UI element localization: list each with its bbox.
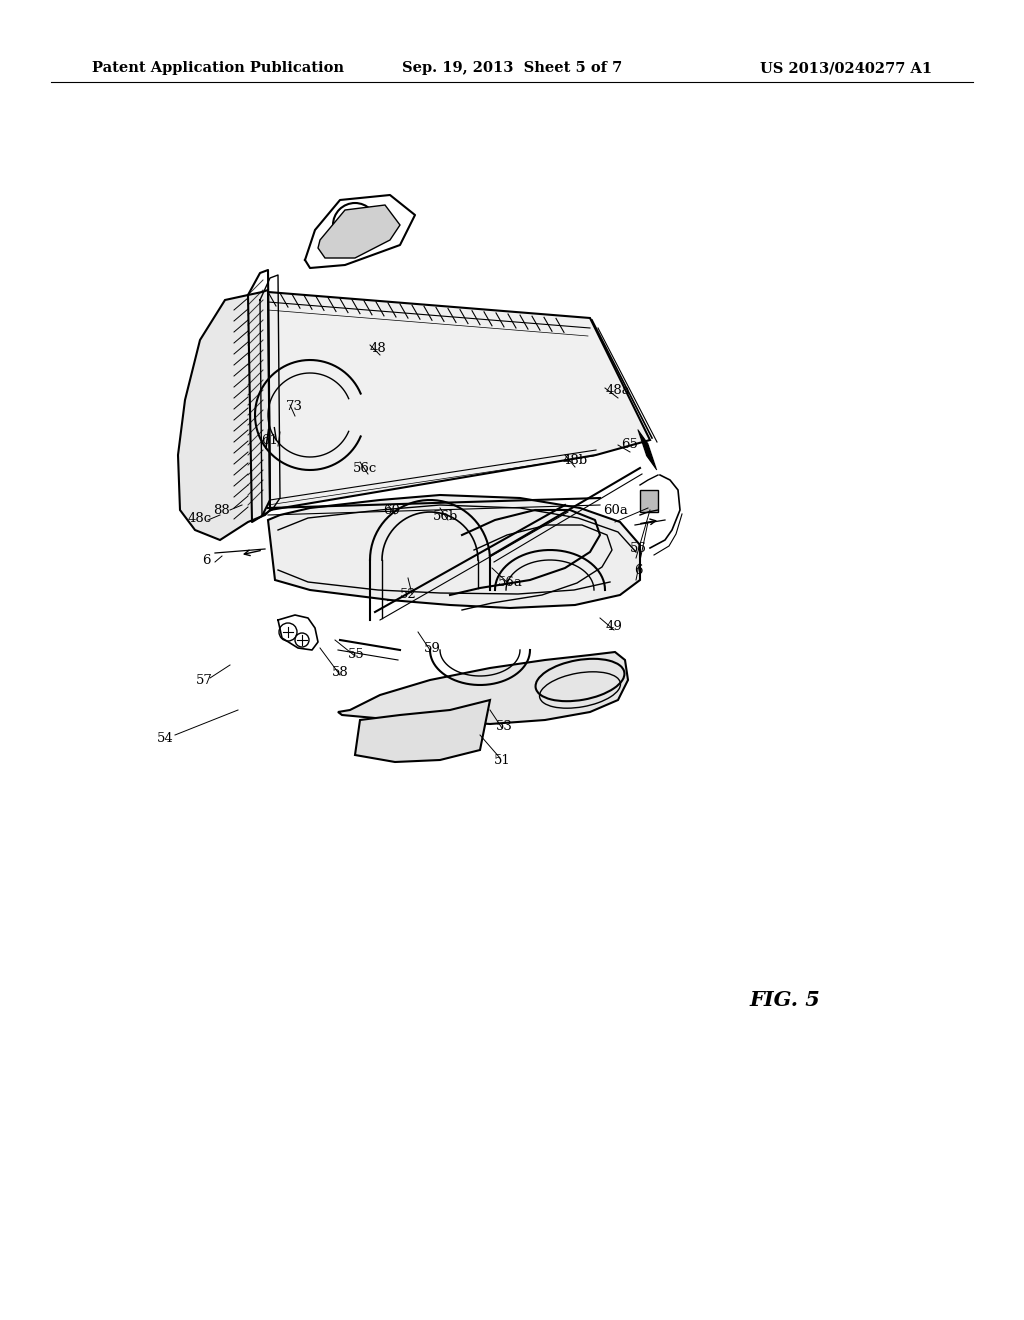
Text: 65: 65 xyxy=(622,437,638,450)
Text: Patent Application Publication: Patent Application Publication xyxy=(92,61,344,75)
Text: 6: 6 xyxy=(634,564,642,577)
Polygon shape xyxy=(338,652,628,723)
Text: 48: 48 xyxy=(370,342,386,355)
Text: 60: 60 xyxy=(384,503,400,516)
Polygon shape xyxy=(178,290,270,540)
Text: 54: 54 xyxy=(157,731,173,744)
Text: 48b: 48b xyxy=(562,454,588,466)
Text: 57: 57 xyxy=(196,673,212,686)
Polygon shape xyxy=(358,548,385,578)
Text: FIG. 5: FIG. 5 xyxy=(750,990,820,1010)
Text: 88: 88 xyxy=(214,503,230,516)
Text: Sep. 19, 2013  Sheet 5 of 7: Sep. 19, 2013 Sheet 5 of 7 xyxy=(401,61,623,75)
Text: 48c: 48c xyxy=(188,511,212,524)
Text: 61: 61 xyxy=(261,433,279,446)
Text: 59: 59 xyxy=(424,642,440,655)
Text: 56c: 56c xyxy=(353,462,377,474)
Polygon shape xyxy=(265,292,650,510)
Polygon shape xyxy=(318,205,400,257)
Polygon shape xyxy=(360,540,440,597)
Text: 55: 55 xyxy=(347,648,365,660)
Text: 73: 73 xyxy=(286,400,302,412)
Text: 58: 58 xyxy=(332,665,348,678)
Circle shape xyxy=(279,623,297,642)
Text: 53: 53 xyxy=(496,719,512,733)
Text: 49: 49 xyxy=(605,619,623,632)
Text: 56: 56 xyxy=(630,541,646,554)
Bar xyxy=(640,490,658,512)
Text: 56b: 56b xyxy=(433,510,459,523)
Text: 48a: 48a xyxy=(605,384,631,396)
Text: 60a: 60a xyxy=(603,503,629,516)
Text: US 2013/0240277 A1: US 2013/0240277 A1 xyxy=(760,61,932,75)
Circle shape xyxy=(295,634,309,647)
Text: 56a: 56a xyxy=(498,577,522,590)
Text: 52: 52 xyxy=(399,587,417,601)
Text: 51: 51 xyxy=(494,754,510,767)
Text: 6: 6 xyxy=(202,553,210,566)
Polygon shape xyxy=(268,495,640,609)
Polygon shape xyxy=(355,700,490,762)
